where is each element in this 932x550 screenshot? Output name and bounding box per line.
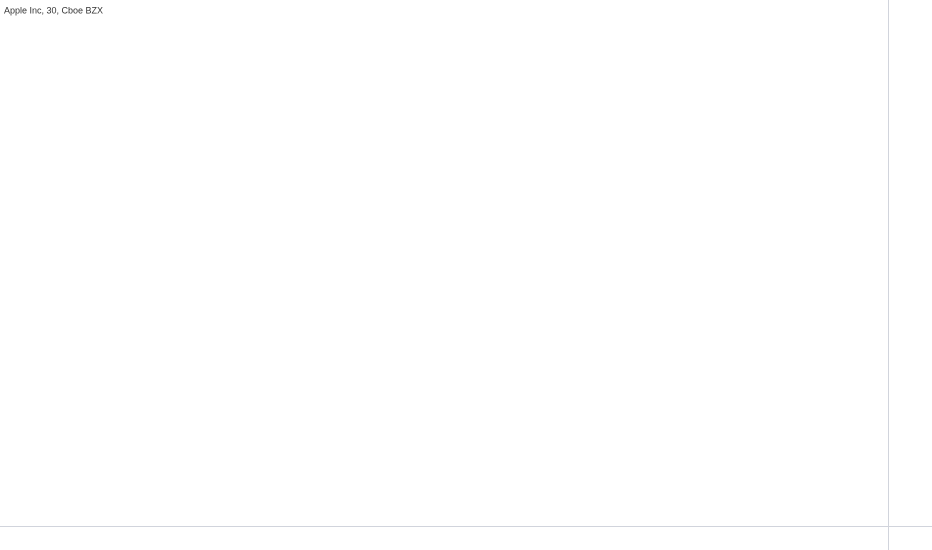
chart-title: Apple Inc, 30, Cboe BZX	[4, 5, 103, 15]
